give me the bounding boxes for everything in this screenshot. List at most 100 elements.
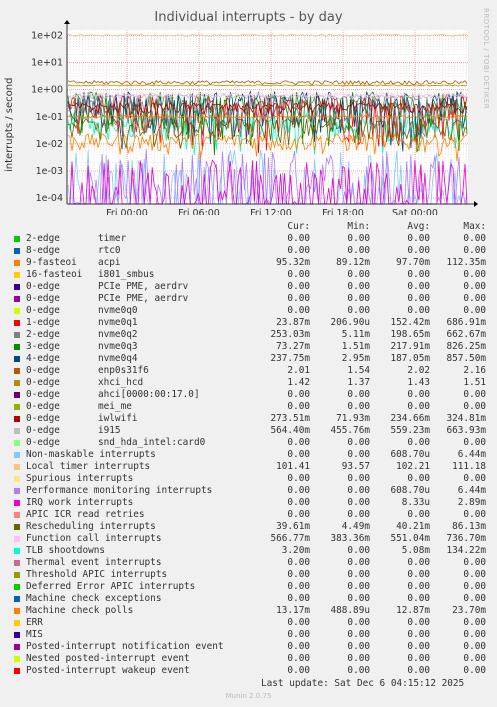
legend-row: 0-edge enp0s31f6 2.01 1.54 2.02 2.16 <box>12 365 492 377</box>
legend-avg: 0.00 <box>407 593 430 604</box>
legend-avg: 40.21m <box>396 521 430 532</box>
legend-name: Threshold APIC interrupts <box>26 569 168 580</box>
legend-cur: 0.00 <box>287 449 310 460</box>
legend-cur: 0.00 <box>287 305 310 316</box>
legend-avg: 0.00 <box>407 245 430 256</box>
y-tick-label: 1e-03 <box>36 166 63 177</box>
legend-avg: 0.00 <box>407 293 430 304</box>
legend-max: 1.51 <box>463 377 486 388</box>
legend-swatch <box>14 560 20 566</box>
legend-avg: 8.33u <box>401 497 430 508</box>
legend-cur: 253.03m <box>270 329 310 340</box>
legend-min: 455.76m <box>330 425 370 436</box>
legend-avg: 0.00 <box>407 281 430 292</box>
legend-swatch <box>14 428 20 434</box>
series-line <box>67 93 468 140</box>
legend-swatch <box>14 320 20 326</box>
series-line <box>67 116 468 149</box>
legend-name: ERR <box>26 617 43 628</box>
legend-cur: 0.00 <box>287 653 310 664</box>
legend-avg: 187.05m <box>390 353 430 364</box>
legend-cur: 0.00 <box>287 269 310 280</box>
legend-swatch <box>14 476 20 482</box>
legend-row: Posted-interrupt notification event 0.00 0… <box>12 641 492 653</box>
legend-row: IRQ work interrupts 0.00 0.00 8.33u 2.89m <box>12 497 492 509</box>
series-line <box>67 132 468 162</box>
legend-name: Posted-interrupt notification event <box>26 641 224 652</box>
legend-min: 0.00 <box>347 665 370 676</box>
legend-cur: 0.00 <box>287 581 310 592</box>
legend-swatch <box>14 344 20 350</box>
legend-row: 0-edge ahci[0000:00:17.0] 0.00 0.00 0.00 0.00 <box>12 389 492 401</box>
chart-title: Individual interrupts - by day <box>154 10 343 25</box>
legend-min: 0.00 <box>347 545 370 556</box>
legend-name: Posted-interrupt wakeup event <box>26 665 190 676</box>
legend-swatch <box>14 296 20 302</box>
legend-name: APIC ICR read retries <box>26 509 145 520</box>
legend-avg: 0.00 <box>407 653 430 664</box>
legend-row: ERR 0.00 0.00 0.00 0.00 <box>12 617 492 629</box>
legend-row: MIS 0.00 0.00 0.00 0.00 <box>12 629 492 641</box>
legend-min: 5.11m <box>341 329 370 340</box>
legend-name: MIS <box>26 629 43 640</box>
legend-max: 0.00 <box>463 389 486 400</box>
legend-avg: 5.08m <box>401 545 430 556</box>
legend-swatch <box>14 608 20 614</box>
legend-row: 3-edge nvme0q3 73.27m 1.51m 217.91m 826.25m <box>12 341 492 353</box>
x-tick-label: Sat 00:00 <box>392 208 438 215</box>
legend-name: 0-edge <box>26 377 60 388</box>
legend-name: Deferred Error APIC interrupts <box>26 581 196 592</box>
legend-cur: 23.87m <box>276 317 310 328</box>
legend-min: 383.36m <box>330 533 370 544</box>
legend-max: 663.93m <box>446 425 486 436</box>
legend-avg: 102.21 <box>396 461 430 472</box>
series-line <box>67 79 468 86</box>
legend-max: 736.70m <box>446 533 486 544</box>
legend-name: Rescheduling interrupts <box>26 521 156 532</box>
legend-row: 0-edge i915 564.40m 455.76m 559.23m 663.93m <box>12 425 492 437</box>
series-line <box>68 149 468 205</box>
legend-cur: 0.00 <box>287 245 310 256</box>
legend-max: 0.00 <box>463 269 486 280</box>
legend-avg: 2.02 <box>407 365 430 376</box>
legend-cur: 2.01 <box>287 365 310 376</box>
legend-max: 6.44m <box>457 485 486 496</box>
chart-plot: 1e-04 1e-03 1e-02 1e-01 1e+00 1e+01 1e+02 Fri 0… <box>31 20 478 215</box>
legend-row: Non-maskable interrupts 0.00 0.00 608.70u 6.… <box>12 449 492 461</box>
series-line <box>67 114 468 119</box>
legend-device: acpi <box>98 257 121 268</box>
legend-swatch <box>14 656 20 662</box>
legend-row: 0-edge PCIe PME, aerdrv 0.00 0.00 0.00 0.00 <box>12 281 492 293</box>
legend-max: 0.00 <box>463 509 486 520</box>
legend-min: 0.00 <box>347 245 370 256</box>
legend-avg: 0.00 <box>407 665 430 676</box>
legend-row: Machine check exceptions 0.00 0.00 0.00 0.00 <box>12 593 492 605</box>
legend-min: 0.00 <box>347 233 370 244</box>
legend-name: 8-edge <box>26 245 60 256</box>
legend-max: 857.50m <box>446 353 486 364</box>
legend-max: 0.00 <box>463 665 486 676</box>
legend-avg: 608.70u <box>390 485 430 496</box>
legend-cur: 0.00 <box>287 281 310 292</box>
legend-avg: 0.00 <box>407 617 430 628</box>
legend-cur: 0.00 <box>287 401 310 412</box>
legend-name: IRQ work interrupts <box>26 497 134 508</box>
legend-avg: 0.00 <box>407 557 430 568</box>
legend-min: 0.00 <box>347 581 370 592</box>
legend-min: 0.00 <box>347 497 370 508</box>
legend-device: rtc0 <box>98 245 121 256</box>
legend-swatch <box>14 512 20 518</box>
legend-max: 0.00 <box>463 593 486 604</box>
legend-swatch <box>14 632 20 638</box>
legend-name: 0-edge <box>26 425 60 436</box>
legend-name: 0-edge <box>26 401 60 412</box>
legend-swatch <box>14 308 20 314</box>
legend-cur: 0.00 <box>287 629 310 640</box>
legend-name: 0-edge <box>26 365 60 376</box>
legend-name: 2-edge <box>26 329 60 340</box>
legend-cur: 0.00 <box>287 437 310 448</box>
legend-avg: 0.00 <box>407 581 430 592</box>
legend-name: Nested posted-interrupt event <box>26 653 190 664</box>
legend-swatch <box>14 368 20 374</box>
legend-min: 0.00 <box>347 569 370 580</box>
